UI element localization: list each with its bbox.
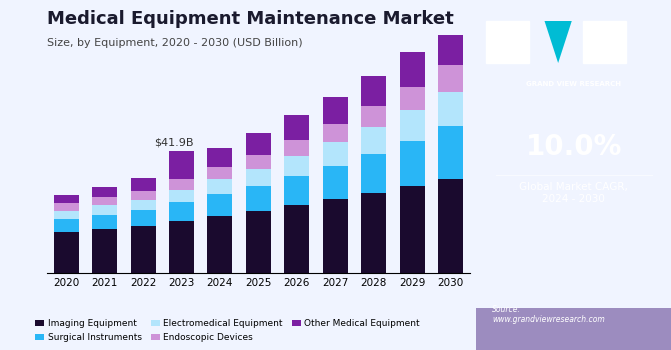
Bar bbox=[207, 194, 232, 216]
Text: $41.9B: $41.9B bbox=[154, 138, 194, 148]
Bar bbox=[361, 76, 386, 106]
Bar bbox=[169, 179, 194, 190]
Bar bbox=[246, 186, 271, 211]
Text: Source:
www.grandviewresearch.com: Source: www.grandviewresearch.com bbox=[492, 304, 605, 324]
Bar bbox=[207, 148, 232, 167]
Bar bbox=[399, 141, 425, 186]
Bar bbox=[169, 152, 194, 179]
Text: Medical Equipment Maintenance Market: Medical Equipment Maintenance Market bbox=[47, 10, 454, 28]
Bar bbox=[246, 169, 271, 186]
Bar bbox=[207, 216, 232, 273]
Bar bbox=[361, 127, 386, 154]
Bar bbox=[323, 97, 348, 124]
Legend: Imaging Equipment, Surgical Instruments, Electromedical Equipment, Endoscopic De: Imaging Equipment, Surgical Instruments,… bbox=[32, 316, 423, 345]
Bar bbox=[438, 65, 463, 92]
Bar bbox=[54, 211, 79, 219]
Bar bbox=[285, 156, 309, 176]
Bar bbox=[285, 205, 309, 273]
Bar bbox=[285, 116, 309, 140]
Bar bbox=[131, 226, 156, 273]
Bar bbox=[92, 215, 117, 230]
Text: GRAND VIEW RESEARCH: GRAND VIEW RESEARCH bbox=[526, 80, 621, 86]
Bar bbox=[246, 133, 271, 155]
Bar bbox=[131, 178, 156, 190]
FancyBboxPatch shape bbox=[583, 21, 626, 63]
Bar bbox=[438, 26, 463, 65]
FancyBboxPatch shape bbox=[476, 308, 671, 350]
Bar bbox=[361, 106, 386, 127]
Bar bbox=[438, 178, 463, 273]
Bar bbox=[92, 197, 117, 205]
Bar bbox=[246, 211, 271, 273]
Bar bbox=[54, 203, 79, 211]
Bar bbox=[169, 221, 194, 273]
Bar bbox=[323, 124, 348, 142]
Bar bbox=[54, 195, 79, 203]
Bar bbox=[131, 190, 156, 199]
Text: Global Market CAGR,
2024 - 2030: Global Market CAGR, 2024 - 2030 bbox=[519, 182, 628, 204]
Polygon shape bbox=[544, 21, 572, 63]
Bar bbox=[438, 92, 463, 126]
Bar bbox=[207, 179, 232, 194]
Bar bbox=[92, 187, 117, 197]
Bar bbox=[438, 126, 463, 178]
FancyBboxPatch shape bbox=[486, 21, 529, 63]
Bar bbox=[361, 154, 386, 193]
Bar bbox=[207, 167, 232, 179]
Bar bbox=[92, 230, 117, 273]
Bar bbox=[399, 52, 425, 87]
Bar bbox=[131, 210, 156, 226]
Bar bbox=[323, 142, 348, 166]
Bar bbox=[323, 199, 348, 273]
Bar bbox=[399, 186, 425, 273]
Bar bbox=[399, 87, 425, 111]
Bar bbox=[285, 176, 309, 205]
Text: 10.0%: 10.0% bbox=[525, 133, 622, 161]
Bar bbox=[54, 219, 79, 232]
Bar bbox=[246, 155, 271, 169]
Text: Size, by Equipment, 2020 - 2030 (USD Billion): Size, by Equipment, 2020 - 2030 (USD Bil… bbox=[47, 38, 303, 49]
Bar bbox=[92, 205, 117, 215]
Bar bbox=[399, 111, 425, 141]
Bar bbox=[131, 199, 156, 210]
Bar bbox=[361, 193, 386, 273]
Bar bbox=[285, 140, 309, 156]
Bar bbox=[54, 232, 79, 273]
Bar bbox=[169, 202, 194, 221]
Bar bbox=[323, 166, 348, 199]
Bar bbox=[169, 190, 194, 202]
